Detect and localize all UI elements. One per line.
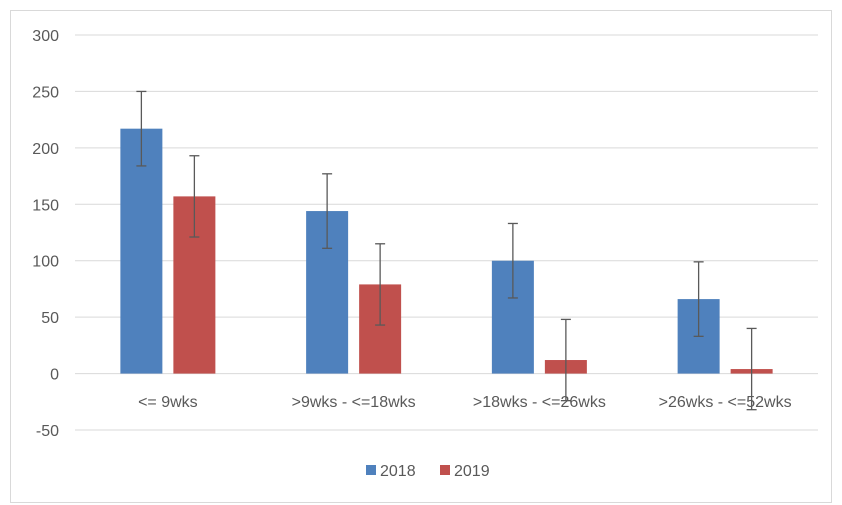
legend-swatch-2018 <box>366 465 376 475</box>
y-tick-label: 300 <box>32 28 59 45</box>
y-tick-label: -50 <box>36 423 59 440</box>
legend-swatch-2019 <box>440 465 450 475</box>
x-category-label: >26wks - <=52wks <box>659 394 792 411</box>
x-category-label: >18wks - <=26wks <box>473 394 606 411</box>
y-tick-label: 0 <box>50 367 59 384</box>
x-axis-categories: <= 9wks >9wks - <=18wks >18wks - <=26wks >2… <box>138 394 792 411</box>
bars <box>120 128 773 374</box>
y-axis-ticks: 300 250 200 150 100 50 0 -50 <box>32 28 59 440</box>
legend-label-2019: 2019 <box>454 463 490 480</box>
bar-2018 <box>120 128 163 374</box>
y-tick-label: 200 <box>32 141 59 158</box>
legend-label-2018: 2018 <box>380 463 416 480</box>
x-category-label: <= 9wks <box>138 394 198 411</box>
legend: 2018 2019 <box>366 463 490 480</box>
y-tick-label: 50 <box>41 310 59 327</box>
y-tick-label: 250 <box>32 84 59 101</box>
x-category-label: >9wks - <=18wks <box>292 394 416 411</box>
y-tick-label: 100 <box>32 254 59 271</box>
y-tick-label: 150 <box>32 197 59 214</box>
error-bars <box>136 90 757 411</box>
